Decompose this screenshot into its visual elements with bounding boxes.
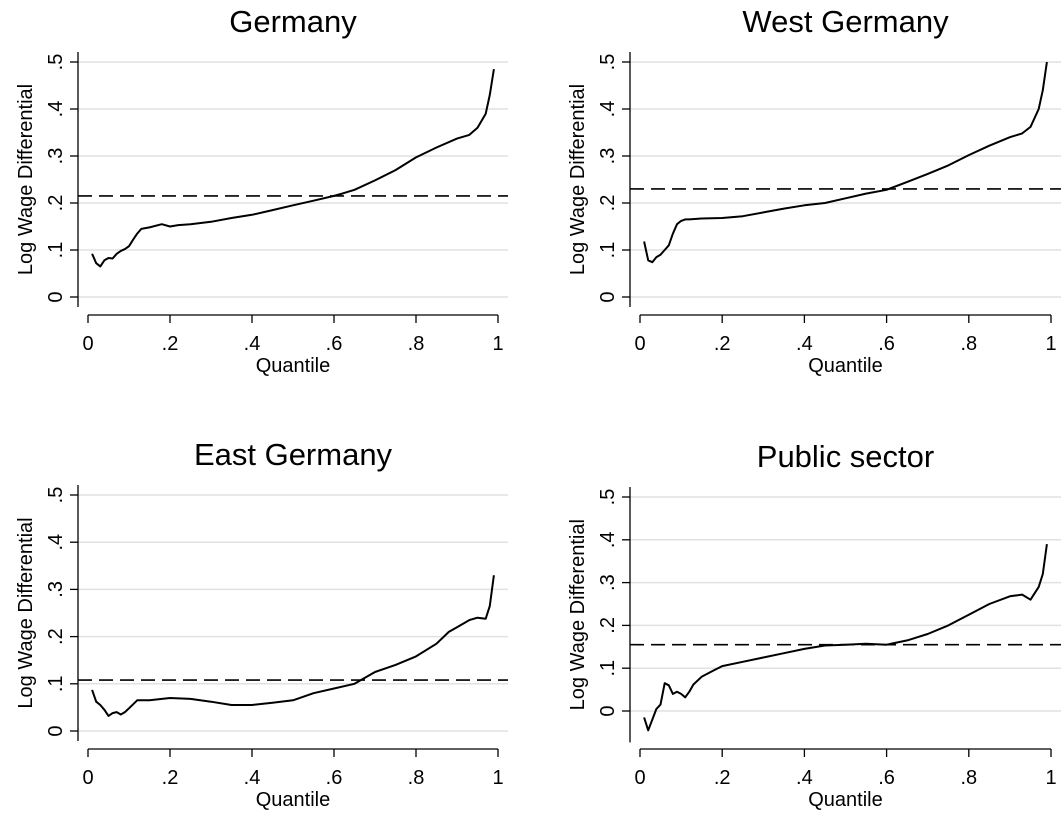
panel-4-y-tick-label-3: .3 <box>597 574 619 591</box>
panel-3-title: East Germany <box>194 437 393 472</box>
panel-3-y-tick-label-0: 0 <box>45 725 67 736</box>
panel-3-y-tick-label-2: .2 <box>45 628 67 645</box>
panel-1-y-tick-label-3: .3 <box>45 148 67 165</box>
panel-1-title: Germany <box>229 4 357 39</box>
panel-1-x-tick-label-2: .4 <box>244 333 261 355</box>
panel-2-x-tick-label-0: 0 <box>634 333 645 355</box>
panel-2-y-tick-label-4: .4 <box>597 101 619 118</box>
panel-4-y-tick-label-1: .1 <box>597 660 619 677</box>
panel-1-y-axis-title: Log Wage Differential <box>15 84 37 275</box>
panel-2-x-axis-title: Quantile <box>808 355 883 377</box>
panel-3-x-tick-label-3: .6 <box>326 767 343 789</box>
panel-2-x-tick-label-4: .8 <box>960 333 977 355</box>
panel-2-x-tick-label-5: 1 <box>1045 333 1056 355</box>
panel-1-x-tick-label-4: .8 <box>408 333 425 355</box>
panel-4-y-tick-label-2: .2 <box>597 617 619 634</box>
panel-3-y-axis-title: Log Wage Differential <box>15 517 37 708</box>
panel-1-x-tick-label-3: .6 <box>326 333 343 355</box>
panel-3-x-axis-title: Quantile <box>256 789 331 810</box>
panel-1-x-axis-title: Quantile <box>256 355 331 377</box>
panel-4-y-axis-title: Log Wage Differential <box>567 519 589 710</box>
panel-2-y-axis-title: Log Wage Differential <box>567 84 589 275</box>
panel-4-x-tick-label-5: 1 <box>1045 767 1056 789</box>
panel-1-y-tick-label-1: .1 <box>45 242 67 259</box>
panel-4-x-tick-label-1: .2 <box>714 767 731 789</box>
panel-3-x-tick-label-4: .8 <box>408 767 425 789</box>
panel-1-y-tick-label-0: 0 <box>45 291 67 302</box>
panel-3-x-tick-label-2: .4 <box>244 767 261 789</box>
panel-4-x-tick-label-4: .8 <box>960 767 977 789</box>
panel-4-x-axis-title: Quantile <box>808 789 883 810</box>
panel-3-series-line-0 <box>91 575 495 717</box>
panel-1-series-line-0 <box>91 68 495 268</box>
panel-2-y-tick-label-5: .5 <box>597 54 619 71</box>
panel-2-x-tick-label-3: .6 <box>878 333 895 355</box>
panel-2-title: West Germany <box>742 4 949 39</box>
panel-4-title: Public sector <box>757 439 934 474</box>
panel-3-x-tick-label-1: .2 <box>162 767 179 789</box>
panel-3-y-tick-label-4: .4 <box>45 534 67 551</box>
panel-3-x-tick-label-0: 0 <box>82 767 93 789</box>
panel-1-x-tick-label-1: .2 <box>162 333 179 355</box>
panel-1-y-tick-label-5: .5 <box>45 54 67 71</box>
panel-4-x-tick-label-2: .4 <box>796 767 813 789</box>
panel-2-x-tick-label-2: .4 <box>796 333 813 355</box>
panel-1-y-tick-label-2: .2 <box>45 195 67 212</box>
panel-4-y-tick-label-5: .5 <box>597 489 619 506</box>
panel-1-x-tick-label-5: 1 <box>492 333 503 355</box>
panel-2-y-tick-label-1: .1 <box>597 242 619 259</box>
panel-4-y-tick-label-0: 0 <box>597 705 619 716</box>
panel-2-y-tick-label-2: .2 <box>597 195 619 212</box>
panel-2-y-tick-label-3: .3 <box>597 148 619 165</box>
panel-2-x-tick-label-1: .2 <box>714 333 731 355</box>
panel-2-series-line-0 <box>643 61 1048 264</box>
panel-1-x-tick-label-0: 0 <box>82 333 93 355</box>
panel-3-y-tick-label-1: .1 <box>45 675 67 692</box>
panel-4-series-line-0 <box>643 543 1048 732</box>
panel-3-y-tick-label-5: .5 <box>45 487 67 504</box>
panel-4-x-tick-label-3: .6 <box>878 767 895 789</box>
panel-4-y-tick-label-4: .4 <box>597 531 619 548</box>
panel-4-x-tick-label-0: 0 <box>634 767 645 789</box>
panel-3-x-tick-label-5: 1 <box>492 767 503 789</box>
panel-1-y-tick-label-4: .4 <box>45 101 67 118</box>
panel-3-y-tick-label-3: .3 <box>45 581 67 598</box>
panel-2-y-tick-label-0: 0 <box>597 291 619 302</box>
